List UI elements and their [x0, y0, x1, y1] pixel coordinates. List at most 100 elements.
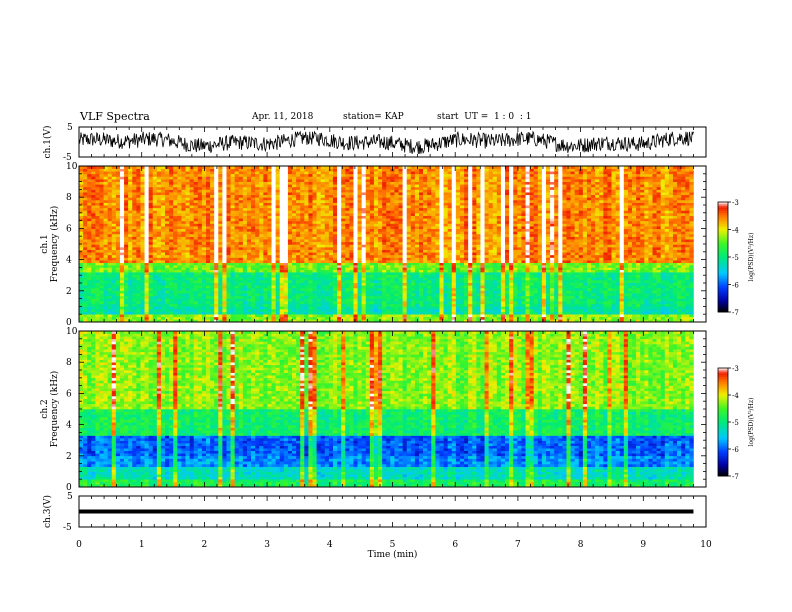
spectrogram-cell	[591, 290, 596, 294]
spectrogram-cell	[509, 267, 514, 271]
spectrogram-cell	[373, 311, 379, 315]
spectrogram-cell	[623, 274, 629, 278]
spectrogram-cell	[648, 319, 653, 323]
spectrogram-cell	[636, 257, 641, 261]
spectrogram-cell	[660, 272, 666, 276]
spectrogram-cell	[607, 293, 612, 297]
spectrogram-cell	[91, 236, 96, 240]
spectrogram-cell	[443, 267, 448, 271]
spectrogram-cell	[492, 303, 498, 307]
spectrogram-cell	[554, 257, 559, 261]
spectrogram-cell	[668, 303, 674, 307]
spectrogram-cell	[292, 282, 297, 286]
spectrogram-cell	[554, 293, 559, 297]
spectrogram-cell	[357, 267, 362, 271]
spectrogram-cell	[226, 274, 231, 278]
spectrogram-cell	[623, 254, 629, 258]
spectrogram-cell	[316, 262, 321, 266]
spectrogram-cell	[345, 287, 350, 291]
spectrogram-cell	[451, 257, 457, 261]
spectrogram-cell	[328, 290, 334, 294]
spectrogram-cell	[419, 274, 424, 278]
spectrogram-cell	[160, 303, 166, 307]
spectrogram-cell	[500, 295, 506, 299]
spectrogram-cell	[677, 241, 682, 245]
spectrogram-cell	[181, 301, 186, 305]
spectrogram-cell	[320, 282, 326, 286]
spectrogram-cell	[615, 272, 621, 276]
spectrogram-cell	[132, 241, 137, 245]
spectrogram-cell	[140, 314, 145, 318]
spectrogram-cell	[410, 314, 416, 318]
spectrogram-cell	[615, 303, 621, 307]
spectrogram-cell	[414, 311, 420, 315]
spectrogram-cell	[423, 236, 428, 240]
spectrogram-cell	[136, 306, 141, 310]
spectrogram-cell	[287, 265, 293, 268]
spectrogram-cell	[181, 306, 186, 310]
spectrogram-cell	[615, 244, 621, 248]
spectrogram-cell	[332, 247, 338, 250]
spectrogram-cell	[615, 249, 621, 253]
spectrogram-cell	[423, 298, 428, 302]
spectrogram-cell	[148, 269, 154, 273]
spectrogram-cell	[500, 287, 506, 291]
spectrogram-cell	[210, 306, 215, 310]
spectrogram-cell	[652, 290, 657, 294]
spectrogram-cell	[267, 257, 272, 261]
spectrogram-cell	[545, 265, 551, 268]
spectrogram-cell	[361, 272, 367, 276]
spectrogram-cell	[435, 239, 440, 243]
spectrogram-cell	[234, 262, 240, 266]
spectrogram-cell	[337, 244, 342, 248]
spectrogram-cell	[455, 290, 461, 294]
spectrogram-cell	[386, 269, 391, 273]
spectrogram-cell	[91, 301, 96, 305]
spectrogram-cell	[230, 265, 235, 268]
spectrogram-cell	[623, 287, 629, 291]
spectrogram-cell	[169, 241, 174, 245]
spectrogram-cell	[677, 301, 682, 305]
spectrogram-cell	[349, 319, 354, 323]
spectrogram-cell	[427, 280, 432, 283]
spectrogram-cell	[263, 285, 268, 289]
spectrogram-cell	[361, 314, 367, 318]
spectrogram-cell	[558, 254, 563, 258]
spectrogram-cell	[177, 272, 182, 276]
spectrogram-cell	[87, 287, 92, 291]
spectrogram-cell	[234, 319, 240, 323]
spectrogram-cell	[259, 298, 264, 302]
spectrogram-cell	[373, 285, 379, 289]
spectrogram-cell	[341, 285, 346, 289]
spectrogram-cell	[664, 303, 670, 307]
spectrogram-cell	[222, 290, 227, 294]
spectrogram-cell	[83, 252, 88, 256]
spectrogram-cell	[263, 277, 268, 281]
spectrogram-cell	[234, 277, 240, 281]
spectrogram-cell	[242, 301, 248, 305]
spectrogram-cell	[644, 314, 649, 318]
spectrogram-cell	[124, 274, 129, 278]
spectrogram-cell	[152, 236, 158, 240]
spectrogram-cell	[205, 303, 211, 307]
spectrogram-cell	[365, 287, 371, 291]
spectrogram-cell	[447, 254, 453, 258]
spectrogram-cell	[218, 244, 223, 248]
spectrogram-cell	[480, 282, 485, 286]
spectrogram-cell	[623, 262, 629, 266]
spectrogram-cell	[349, 274, 354, 278]
spectrogram-cell	[529, 287, 534, 291]
spectrogram-cell	[586, 252, 592, 256]
spectrogram-cell	[152, 274, 158, 278]
spectrogram-cell	[603, 285, 608, 289]
spectrogram-cell	[595, 303, 600, 307]
spectrogram-cell	[165, 254, 170, 258]
spectrogram-cell	[550, 282, 555, 286]
spectrogram-cell	[464, 274, 469, 278]
spectrogram-cell	[271, 314, 276, 318]
spectrogram-cell	[185, 260, 190, 264]
spectrogram-cell	[267, 282, 272, 286]
spectrogram-cell	[296, 316, 301, 320]
spectrogram-cell	[476, 244, 481, 248]
spectrogram-cell	[554, 260, 559, 264]
